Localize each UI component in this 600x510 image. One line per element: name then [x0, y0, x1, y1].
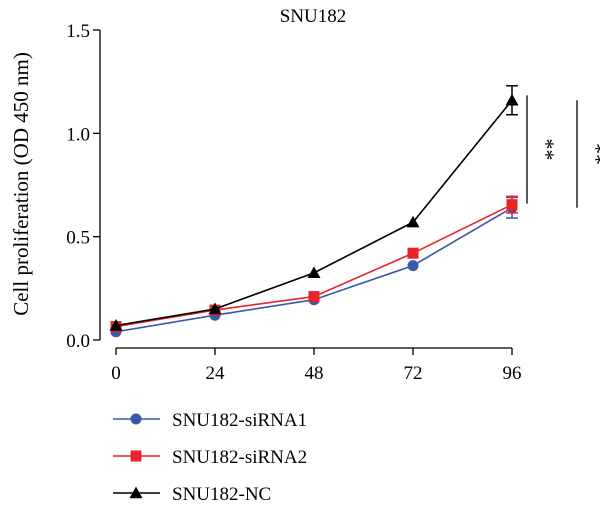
data-point: [406, 215, 420, 228]
legend-label: SNU182-siRNA2: [172, 447, 307, 468]
x-tick-label: 48: [305, 363, 324, 384]
legend-item-3: SNU182-NC: [113, 484, 271, 505]
x-tick-label: 24: [206, 363, 226, 384]
legend-marker: [130, 450, 142, 462]
y-tick-label: 1.0: [66, 124, 90, 145]
data-point: [407, 260, 419, 272]
y-tick-label: 1.5: [66, 21, 90, 42]
significance-annotations: ** **: [526, 95, 600, 208]
x-tick-label: 72: [404, 363, 423, 384]
significance-label: **: [584, 143, 600, 165]
legend-marker: [130, 413, 142, 425]
y-axis-label: Cell proliferation (OD 450 nm): [9, 52, 33, 316]
legend-marker: [129, 486, 143, 499]
data-point: [506, 199, 518, 211]
series-2: [110, 195, 518, 333]
y-tick-label: 0.5: [66, 228, 90, 249]
series-layer: [109, 85, 519, 338]
legend-label: SNU182-siRNA1: [172, 410, 307, 431]
y-tick-label: 0.0: [66, 331, 90, 352]
legend-label: SNU182-NC: [172, 484, 271, 505]
data-point: [308, 291, 320, 303]
series-line: [115, 203, 513, 328]
legend-item-2: SNU182-siRNA2: [113, 447, 307, 468]
series-3: [109, 85, 519, 331]
significance-label: **: [534, 138, 559, 160]
axes: 0.0 0.5 1.0 1.5 0 24 48 72 96: [66, 21, 521, 384]
data-point: [505, 93, 519, 106]
legend: SNU182-siRNA1 SNU182-siRNA2 SNU182-NC: [113, 410, 307, 505]
x-tick-label: 96: [503, 363, 522, 384]
legend-item-1: SNU182-siRNA1: [113, 410, 307, 431]
data-point: [109, 319, 123, 331]
x-tick-label: 0: [111, 363, 121, 384]
chart-title: SNU182: [280, 6, 347, 27]
data-point: [407, 247, 419, 259]
data-point: [307, 266, 321, 279]
data-point: [208, 302, 222, 315]
